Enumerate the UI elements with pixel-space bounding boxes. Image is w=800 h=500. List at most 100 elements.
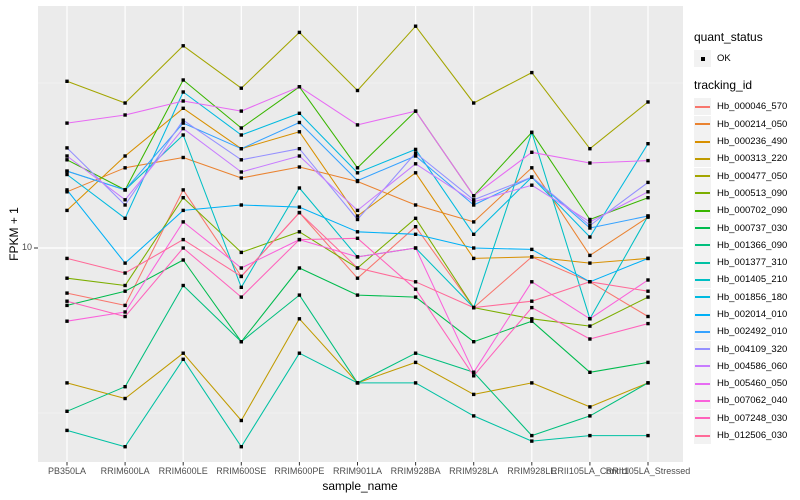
- legend-key-line: [695, 278, 710, 281]
- legend-item-label: Hb_000046_570: [717, 101, 788, 113]
- data-point: [181, 118, 185, 122]
- data-point: [181, 357, 185, 361]
- data-point: [239, 295, 243, 299]
- data-point: [123, 283, 127, 288]
- x-tick-label: RRIM600LE: [159, 466, 208, 476]
- data-point: [413, 351, 418, 355]
- data-point: [530, 305, 534, 310]
- legend-item-label: OK: [717, 53, 731, 65]
- data-point: [413, 147, 418, 152]
- legend-item: Hb_000313_220: [694, 150, 800, 168]
- legend-key-line: [695, 209, 710, 212]
- legend-key-line: [695, 175, 710, 178]
- legend-item-label: Hb_004109_320: [717, 343, 788, 355]
- data-point: [355, 266, 360, 270]
- legend-item: Hb_000737_030: [694, 219, 800, 237]
- legend-item-label: Hb_000702_090: [717, 205, 788, 217]
- legend-item: Hb_000477_050: [694, 167, 800, 185]
- data-point: [472, 220, 476, 224]
- data-point: [123, 188, 127, 192]
- legend-item-label: Hb_000513_090: [717, 187, 788, 199]
- data-point: [181, 78, 185, 82]
- tracking-id-legend-entries: Hb_000046_570 Hb_000214_050 Hb_000236_490 H…: [694, 98, 800, 445]
- legend-key-box: [694, 236, 711, 254]
- data-point: [239, 133, 243, 137]
- data-point: [472, 232, 476, 236]
- data-point: [239, 203, 243, 207]
- data-point: [239, 170, 243, 174]
- data-point: [239, 274, 243, 279]
- legend-key-box: [694, 133, 711, 151]
- data-point: [472, 200, 476, 204]
- data-point: [239, 126, 243, 130]
- legend-key-box: [694, 375, 711, 393]
- data-point: [646, 295, 650, 299]
- data-point: [65, 256, 69, 261]
- legend-item: Hb_002014_010: [694, 306, 800, 323]
- data-point: [413, 24, 418, 28]
- legend-item-label: Hb_007062_040: [717, 395, 788, 407]
- y-axis-title: FPKM + 1: [7, 207, 21, 261]
- data-point: [239, 250, 243, 255]
- data-point: [297, 165, 302, 169]
- data-point: [65, 409, 69, 413]
- data-point: [646, 314, 650, 319]
- data-point: [297, 147, 302, 151]
- data-point: [530, 299, 534, 303]
- data-point: [646, 256, 650, 261]
- legend-key-line: [695, 417, 710, 420]
- data-point: [123, 203, 127, 207]
- data-point: [413, 381, 418, 385]
- data-point: [181, 208, 185, 213]
- legend-key-box: [694, 392, 711, 410]
- x-tick-label: RRII105LA_Control: [551, 466, 629, 476]
- data-point: [123, 385, 127, 389]
- data-point: [472, 305, 476, 310]
- data-point: [239, 266, 243, 270]
- data-point: [297, 230, 302, 234]
- data-point: [472, 101, 476, 105]
- legend-spacer: [694, 67, 800, 78]
- data-point: [588, 223, 592, 228]
- x-tick-label: RRIM928LE: [507, 466, 556, 476]
- data-point: [413, 203, 418, 207]
- data-point: [181, 133, 185, 137]
- legend-key-line: [695, 227, 710, 230]
- legend-item: Hb_001405_210: [694, 271, 800, 289]
- legend-item-label: Hb_002014_010: [717, 309, 788, 320]
- data-point: [123, 314, 127, 319]
- data-point: [588, 253, 592, 258]
- legend-key-line: [695, 123, 710, 126]
- data-point: [472, 392, 476, 397]
- legend-key-line: [695, 140, 710, 143]
- legend-item: Hb_000513_090: [694, 184, 800, 202]
- legend-key-line: [695, 348, 710, 351]
- legend-key-box: [694, 409, 711, 427]
- data-point: [413, 109, 418, 113]
- x-tick-label: PB350LA: [48, 466, 86, 476]
- data-point: [123, 289, 127, 293]
- data-point: [530, 183, 534, 187]
- legend-item: Hb_002492_010: [694, 323, 800, 341]
- plot-panel: [38, 6, 683, 462]
- data-point: [181, 246, 185, 250]
- data-point: [472, 246, 476, 250]
- data-point: [181, 283, 185, 288]
- data-point: [588, 280, 592, 284]
- data-point: [181, 351, 185, 355]
- data-point: [413, 225, 418, 229]
- data-point: [65, 276, 69, 280]
- data-point: [65, 121, 69, 125]
- data-point: [123, 271, 127, 275]
- legend-item-label: Hb_001377_310: [717, 257, 788, 269]
- data-point: [181, 258, 185, 262]
- data-point: [181, 44, 185, 48]
- data-point: [588, 317, 592, 321]
- legend-item: Hb_001377_310: [694, 254, 800, 272]
- x-tick-label: RRIM928LA: [449, 466, 498, 476]
- data-point: [123, 445, 127, 449]
- data-point: [472, 374, 476, 378]
- data-point: [181, 99, 185, 103]
- data-point: [530, 381, 534, 385]
